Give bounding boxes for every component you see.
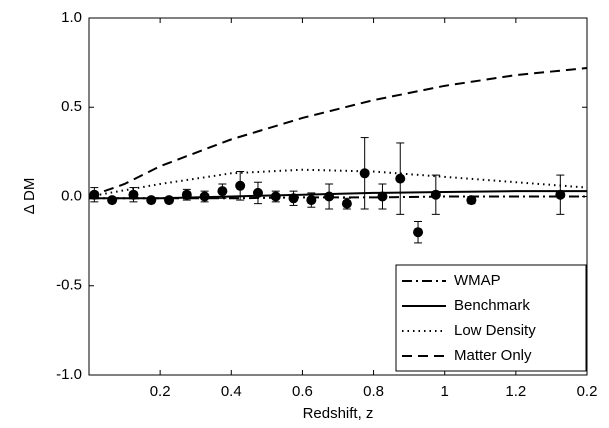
data-point (146, 195, 157, 206)
y-tick-label: 1.0 (61, 9, 82, 26)
data-point (288, 193, 299, 204)
legend-box (395, 264, 587, 372)
x-tick-label: 0.8 (363, 383, 384, 400)
data-point (128, 189, 139, 200)
data-point (270, 191, 281, 202)
y-tick-label: -0.5 (56, 277, 82, 294)
data-point (341, 198, 352, 209)
x-tick-label: 1 (441, 383, 449, 400)
data-point (199, 191, 210, 202)
data-point (107, 195, 118, 206)
data-point (164, 195, 175, 206)
model-line (88, 168, 588, 198)
data-point (555, 189, 566, 200)
legend-label: Low Density (454, 322, 536, 339)
data-point (359, 168, 370, 179)
data-point (466, 195, 477, 206)
x-tick-label: 0.2 (150, 383, 171, 400)
data-point (430, 189, 441, 200)
data-point (377, 191, 388, 202)
x-tick-label: 1.2 (505, 383, 526, 400)
data-point (395, 173, 406, 184)
legend-label: Benchmark (454, 297, 530, 314)
x-axis-label: Redshift, z (303, 405, 374, 422)
data-point (235, 180, 246, 191)
data-point (252, 187, 263, 198)
x-tick-label: 0.2 (577, 383, 598, 400)
y-axis-label: Δ DM (21, 178, 38, 215)
data-point (181, 189, 192, 200)
data-point (217, 186, 228, 197)
legend-label: Matter Only (454, 347, 532, 364)
data-point (324, 191, 335, 202)
data-point (89, 189, 100, 200)
y-tick-label: -1.0 (56, 366, 82, 383)
data-point (413, 227, 424, 238)
x-tick-label: 0.6 (292, 383, 313, 400)
data-point (306, 195, 317, 206)
legend-label: WMAP (454, 272, 501, 289)
y-tick-label: 0.5 (61, 98, 82, 115)
y-tick-label: 0.0 (61, 187, 82, 204)
x-tick-label: 0.4 (221, 383, 242, 400)
model-line (88, 66, 588, 198)
